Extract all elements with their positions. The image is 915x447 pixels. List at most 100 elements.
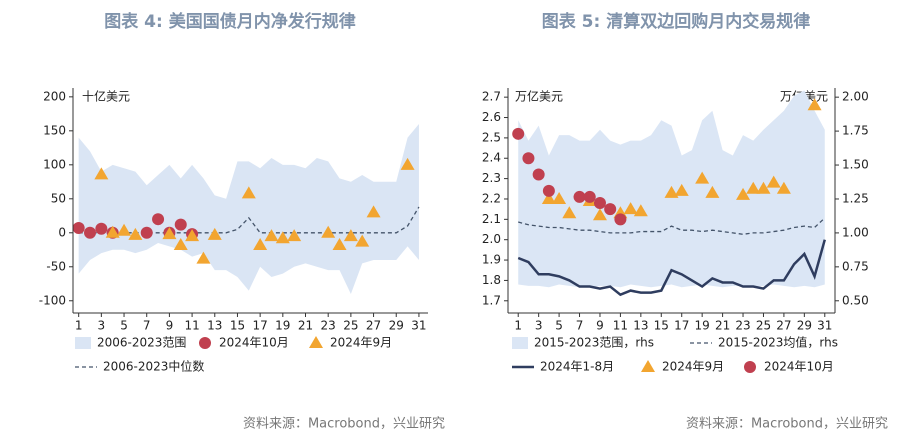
- point: [332, 238, 347, 251]
- y2-tick-label: 0.50: [842, 293, 869, 307]
- y-tick-label: 150: [43, 123, 66, 137]
- x-tick-label: 13: [633, 319, 648, 333]
- x-tick-label: 19: [695, 319, 710, 333]
- source-note: 资料来源：Macrobond，兴业研究: [686, 417, 888, 432]
- series-line: [517, 239, 826, 297]
- point: [593, 197, 606, 210]
- point: [766, 175, 781, 188]
- legend-swatch: [744, 361, 756, 373]
- y-tick-label: 2.3: [482, 171, 501, 185]
- legend-label: 2024年10月: [219, 336, 289, 350]
- x-tick-label: 13: [207, 319, 222, 333]
- point: [241, 186, 256, 199]
- point: [343, 229, 358, 242]
- point: [140, 226, 153, 239]
- y-tick-label: 1.7: [482, 293, 501, 307]
- point: [695, 171, 710, 184]
- y2-tick-label: 1.00: [842, 225, 869, 239]
- point: [128, 227, 143, 240]
- y-tick-label: -100: [39, 293, 66, 307]
- point: [633, 204, 648, 217]
- point: [105, 225, 120, 238]
- point: [604, 203, 617, 216]
- point: [623, 202, 638, 215]
- point: [592, 208, 607, 221]
- point: [173, 238, 188, 251]
- x-tick-label: 9: [166, 319, 174, 333]
- point: [776, 181, 791, 194]
- legend-label: 2006-2023范围: [97, 336, 186, 350]
- y-tick-label: 50: [51, 191, 66, 205]
- point: [95, 222, 108, 235]
- unit-label: 十亿美元: [82, 89, 130, 104]
- y2-tick-label: 1.50: [842, 158, 869, 172]
- point: [207, 227, 222, 240]
- point: [174, 218, 187, 231]
- x-tick-label: 23: [735, 319, 750, 333]
- legend-label: 2024年10月: [764, 360, 834, 374]
- point: [117, 223, 132, 236]
- x-tick-label: 25: [756, 319, 771, 333]
- point: [746, 181, 761, 194]
- point: [736, 187, 751, 200]
- point: [674, 183, 689, 196]
- legend-swatch: [309, 336, 323, 348]
- y-tick-label: 2.7: [482, 90, 501, 104]
- chart-title: 图表 4: 美国国债月内净发行规律: [104, 11, 355, 32]
- point: [275, 231, 290, 244]
- point: [162, 227, 177, 240]
- legend-label: 2024年9月: [330, 336, 392, 350]
- y2-tick-label: 1.75: [842, 124, 869, 138]
- x-tick-label: 31: [411, 319, 426, 333]
- point: [541, 191, 556, 204]
- point: [185, 229, 200, 242]
- point: [84, 226, 97, 239]
- x-tick-label: 27: [366, 319, 381, 333]
- y-tick-label: 200: [43, 89, 66, 103]
- point: [321, 225, 336, 238]
- point: [705, 185, 720, 198]
- point: [152, 213, 165, 226]
- y-tick-label: 2.1: [482, 212, 501, 226]
- x-tick-label: 29: [797, 319, 812, 333]
- y-tick-label: 2.2: [482, 191, 501, 205]
- legend-swatch: [641, 360, 655, 372]
- x-tick-label: 23: [321, 319, 336, 333]
- y-tick-label: 2.4: [482, 151, 501, 165]
- x-tick-label: 29: [389, 319, 404, 333]
- x-tick-label: 5: [555, 319, 563, 333]
- point: [355, 234, 370, 247]
- point: [512, 127, 525, 140]
- y2-tick-label: 0.75: [842, 259, 869, 273]
- point: [562, 206, 577, 219]
- y-tick-label: 1.8: [482, 273, 501, 287]
- point: [287, 229, 302, 242]
- y2-tick-label: 1.25: [842, 191, 869, 205]
- legend-label: 2015-2023均值，rhs: [718, 335, 838, 350]
- point: [196, 251, 211, 264]
- point: [72, 222, 85, 235]
- x-tick-label: 7: [576, 319, 584, 333]
- x-tick-label: 9: [596, 319, 604, 333]
- x-tick-label: 1: [75, 319, 83, 333]
- y-tick-label: 100: [43, 157, 66, 171]
- point: [253, 238, 268, 251]
- x-tick-label: 25: [343, 319, 358, 333]
- x-tick-label: 1: [514, 319, 522, 333]
- y-tick-label: 2.5: [482, 130, 501, 144]
- point: [542, 184, 555, 197]
- source-note: 资料来源：Macrobond，兴业研究: [243, 417, 445, 432]
- legend-label: 2024年9月: [662, 360, 724, 374]
- y-tick-label: 2.0: [482, 232, 501, 246]
- point: [366, 205, 381, 218]
- series-line: [518, 217, 826, 235]
- y-tick-label: -50: [46, 259, 66, 273]
- x-tick-label: 27: [776, 319, 791, 333]
- y-tick-label: 2.6: [482, 110, 501, 124]
- x-tick-label: 15: [654, 319, 669, 333]
- x-tick-label: 21: [298, 319, 313, 333]
- point: [94, 167, 109, 180]
- legend-label: 2024年1-8月: [540, 360, 614, 374]
- point: [552, 191, 567, 204]
